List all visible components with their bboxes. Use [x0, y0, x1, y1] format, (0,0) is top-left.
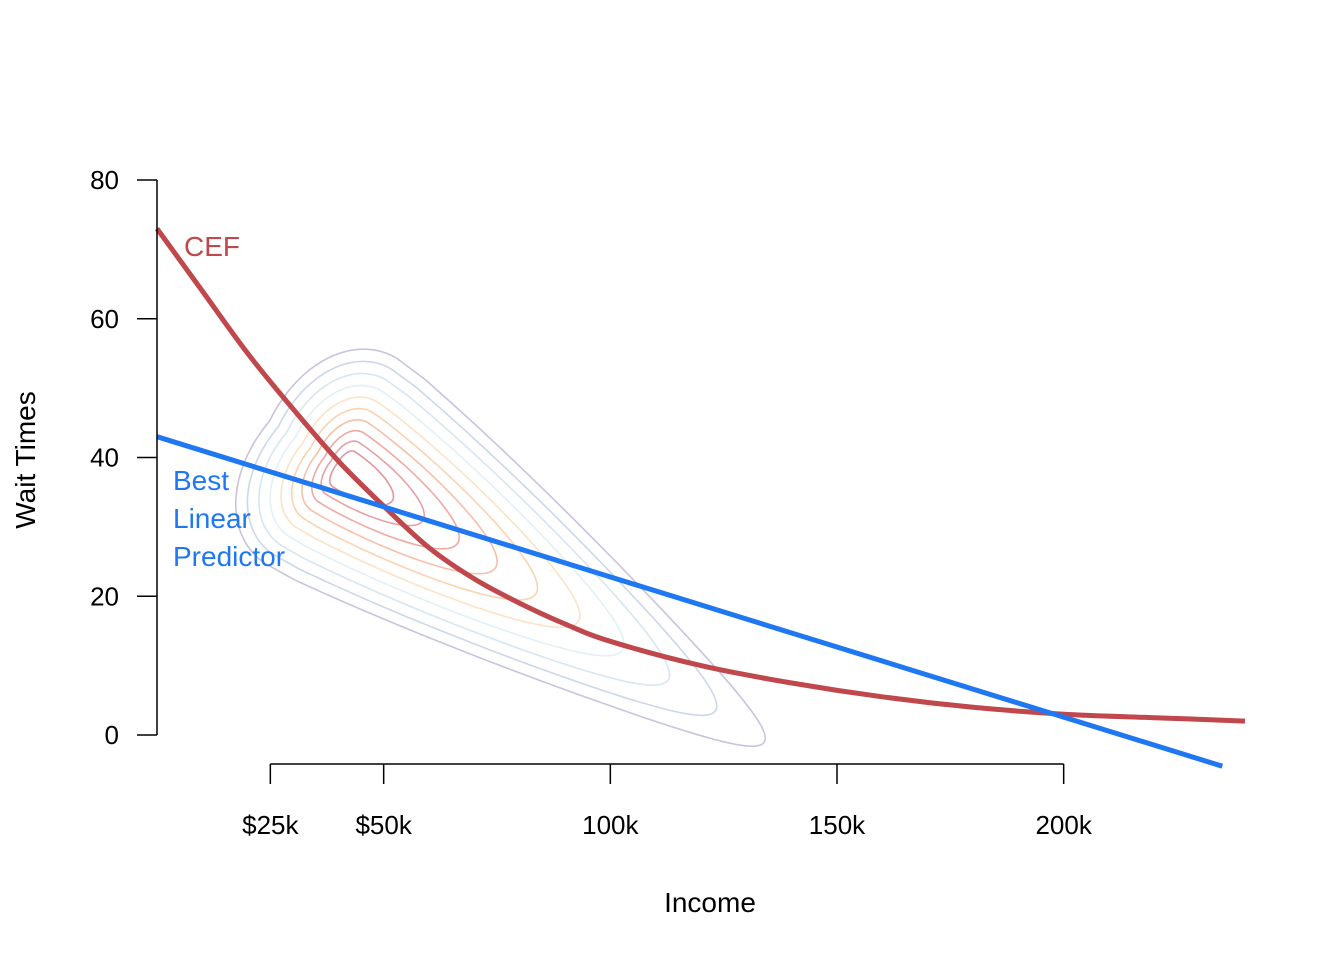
x-axis: $25k $50k 100k 150k 200k [242, 763, 1093, 840]
x-tick-label: 200k [1035, 810, 1092, 840]
y-tick-label: 60 [90, 304, 119, 334]
x-tick-label: 150k [809, 810, 866, 840]
density-contour [290, 407, 539, 601]
x-axis-title: Income [664, 887, 756, 918]
series-lines [154, 227, 1246, 769]
y-tick-label: 40 [90, 443, 119, 473]
cef-line [154, 227, 1246, 724]
y-tick-label: 20 [90, 581, 119, 611]
x-tick-label: 100k [582, 810, 639, 840]
density-contour [235, 348, 767, 747]
best-linear-predictor-line [156, 434, 1224, 769]
density-contour [246, 360, 718, 717]
density-contour [269, 384, 625, 657]
density-contour [301, 418, 499, 575]
density-contour [258, 372, 671, 687]
density-contour [280, 396, 581, 629]
y-tick-label: 0 [105, 720, 119, 750]
best-linear-predictor-label: Best Linear Predictor [173, 465, 285, 572]
x-tick-label: $25k [242, 810, 299, 840]
density-contours [235, 348, 767, 747]
y-tick-label: 80 [90, 165, 119, 195]
density-contour [310, 429, 461, 550]
y-axis: 0 20 40 60 80 [90, 165, 158, 750]
y-axis-title: Wait Times [10, 391, 41, 528]
x-tick-label: $50k [355, 810, 412, 840]
density-contour [320, 440, 426, 527]
cef-label: CEF [184, 231, 240, 262]
